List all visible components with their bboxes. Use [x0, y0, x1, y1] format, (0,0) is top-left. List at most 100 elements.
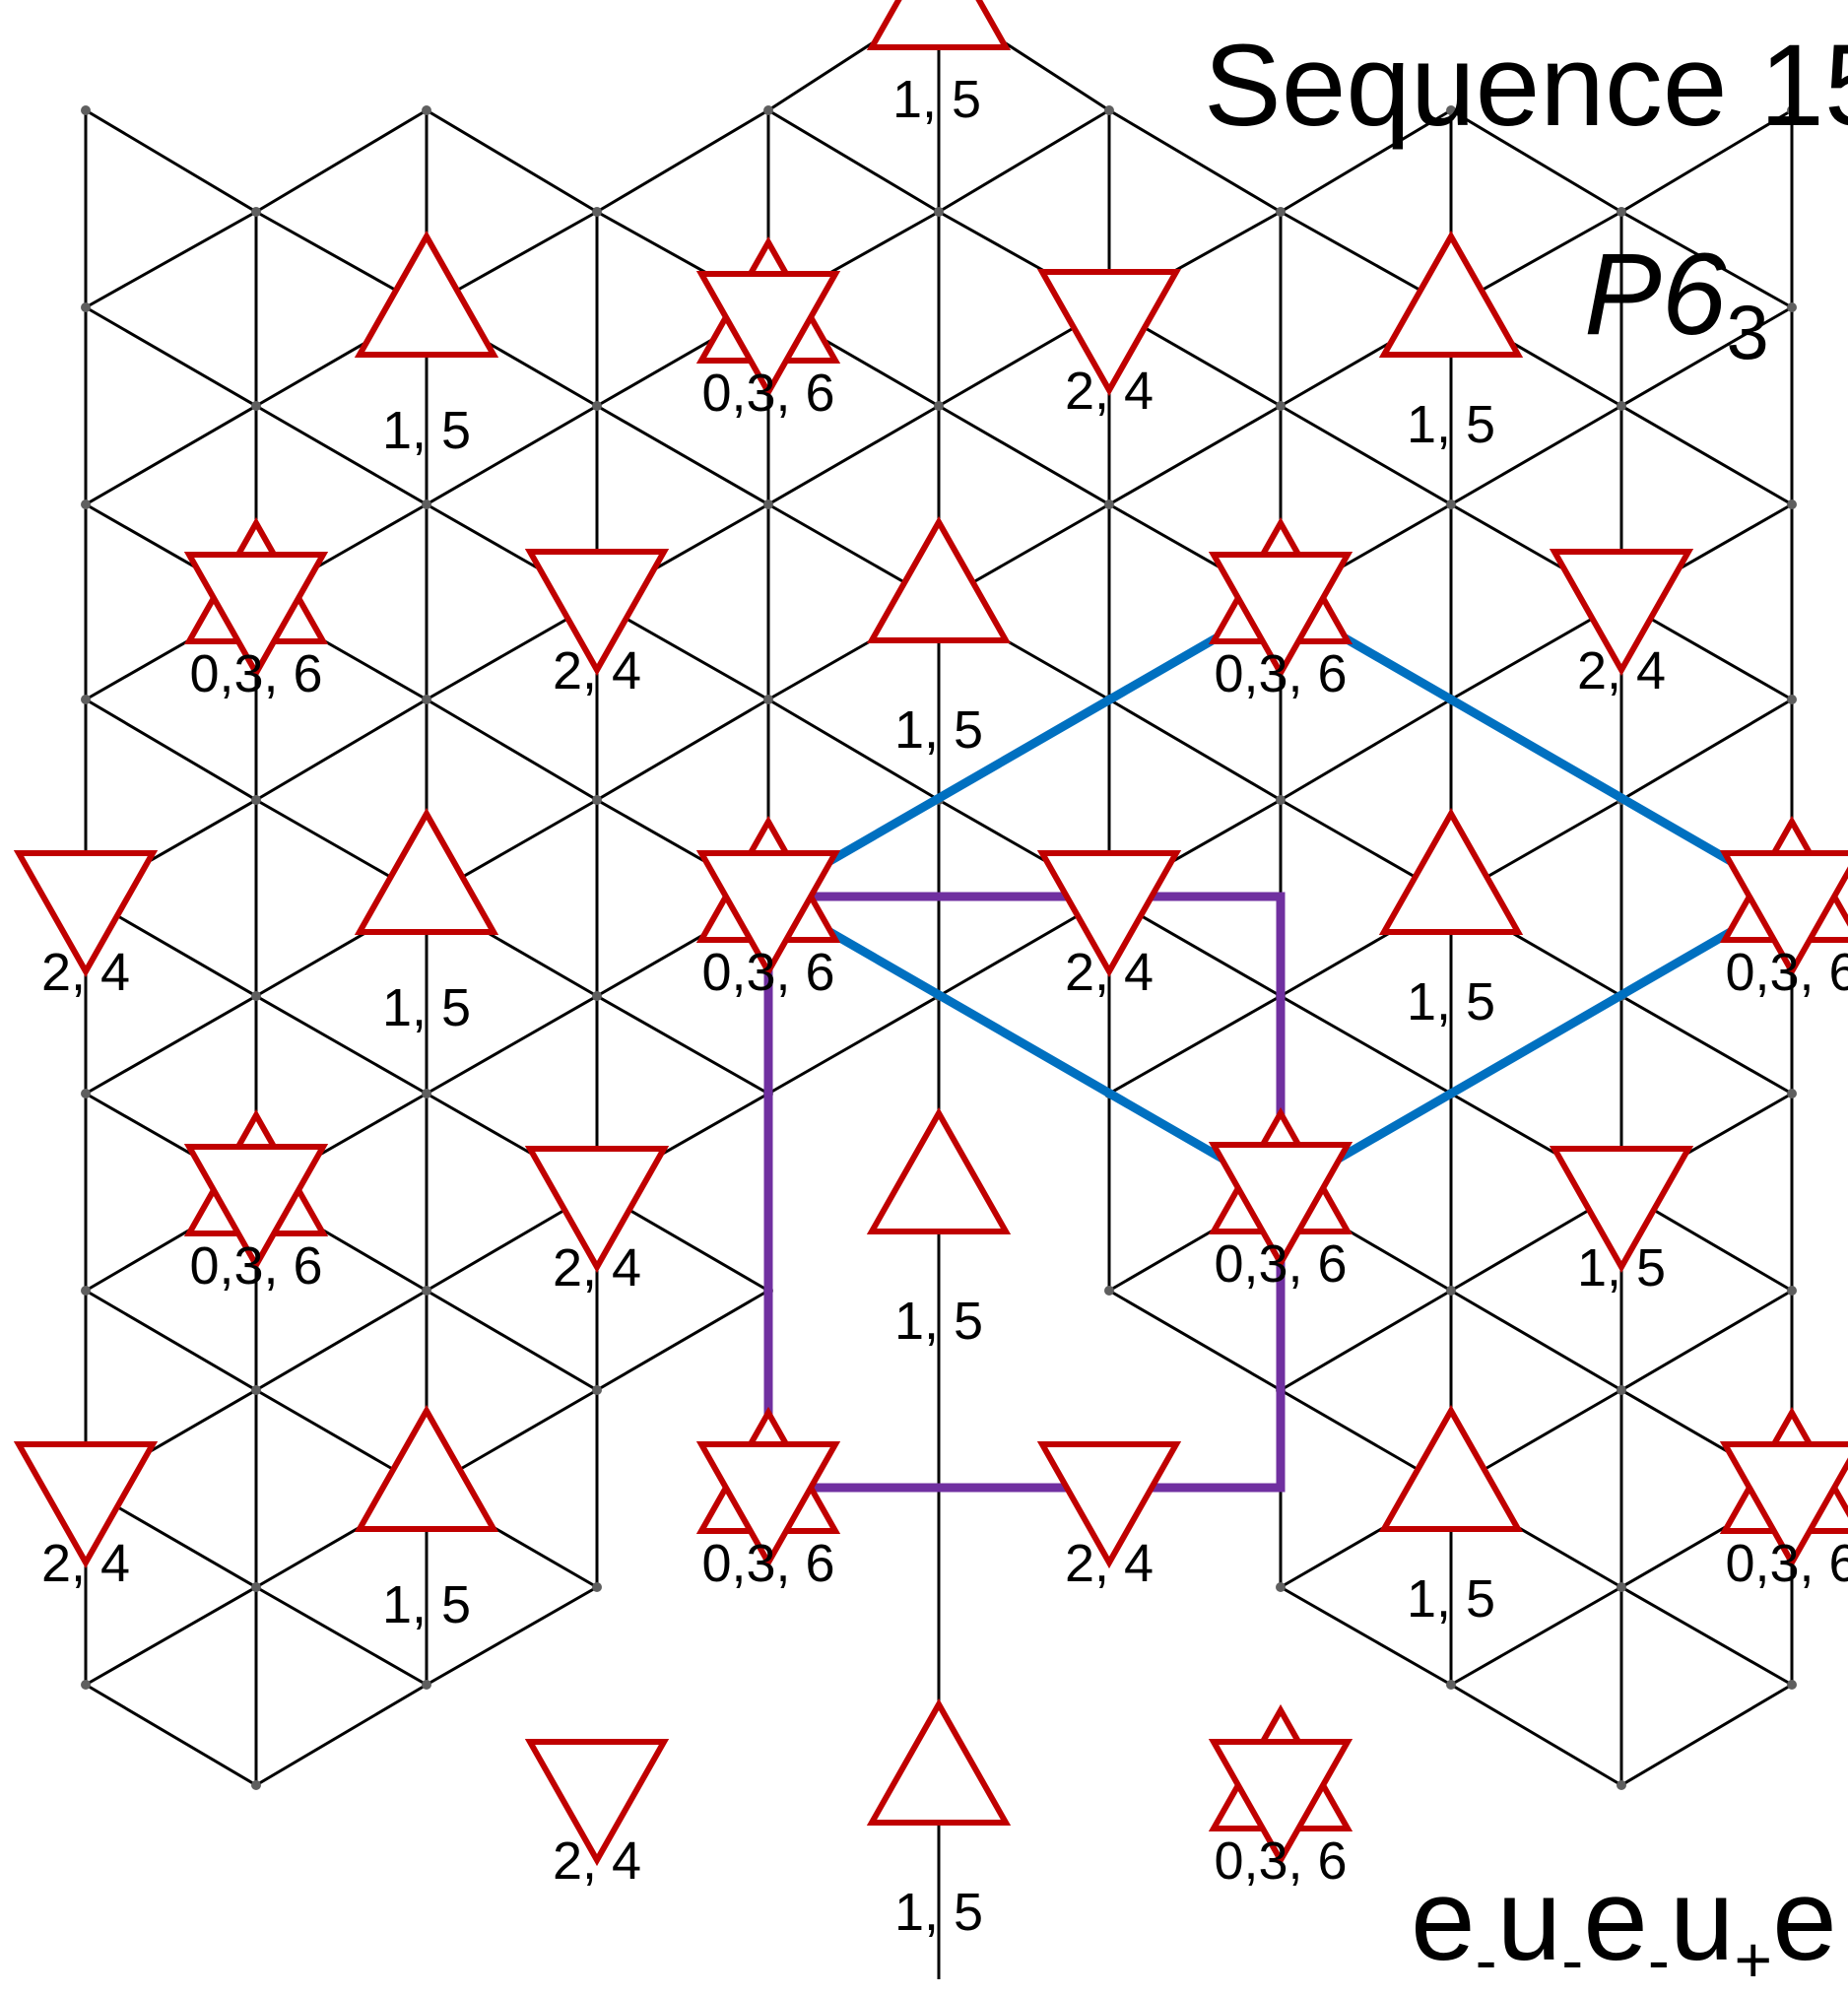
lattice-diagonal-line	[84, 994, 258, 1096]
lattice-diagonal-line	[1449, 1289, 1623, 1392]
down-triangle	[13, 850, 159, 978]
lattice-diagonal-line	[1619, 1683, 1794, 1787]
lattice-diagonal-line	[1107, 108, 1283, 214]
site-label: 1, 5	[1577, 1238, 1666, 1297]
lattice-diagonal-line	[425, 1289, 599, 1392]
lattice-node	[422, 1089, 431, 1098]
lattice-node	[422, 1286, 431, 1296]
lattice-node	[763, 695, 773, 704]
lattice-diagonal-line	[84, 1683, 258, 1787]
lattice-node	[422, 499, 431, 509]
lattice-diagonal-line	[937, 404, 1111, 506]
lattice-diagonal-line	[1619, 305, 1794, 408]
sequence-notation: e-u-e-u+e	[1411, 1862, 1837, 1992]
lattice-node	[251, 991, 261, 1001]
lattice-diagonal-line	[254, 108, 429, 214]
lattice-node	[81, 695, 91, 704]
site-label: 1, 5	[894, 1883, 983, 1942]
up-triangle	[866, 1697, 1012, 1826]
lattice-node	[1276, 1582, 1286, 1592]
lattice-node	[1104, 499, 1114, 509]
site-label: 0,3, 6	[189, 644, 322, 703]
site-up-triangle	[354, 1404, 499, 1532]
up-triangle	[354, 1404, 499, 1532]
site-label: 1, 5	[894, 1292, 983, 1351]
site-label: 1, 5	[382, 1575, 471, 1634]
site-star-triangle	[695, 235, 841, 399]
lattice-node	[592, 1385, 602, 1395]
site-label: 1, 5	[382, 978, 471, 1037]
lattice-node	[81, 302, 91, 312]
sequence-subscript: +	[1734, 1923, 1773, 1996]
lattice-node	[1276, 207, 1286, 217]
site-star-triangle	[183, 516, 329, 680]
up-triangle	[866, 0, 1012, 50]
site-down-triangle	[524, 549, 670, 677]
up-triangle	[354, 230, 499, 358]
sequence-subscript: -	[1561, 1923, 1584, 1996]
lattice-node	[1787, 499, 1797, 509]
site-down-triangle	[1036, 1441, 1182, 1569]
lattice-node	[251, 795, 261, 805]
site-up-triangle	[1378, 1404, 1524, 1532]
lattice-node	[592, 991, 602, 1001]
lattice-node	[422, 695, 431, 704]
site-label: 1, 5	[894, 700, 983, 760]
down-triangle	[1549, 549, 1694, 677]
lattice-diagonal-line	[1279, 1585, 1453, 1687]
site-down-triangle	[13, 850, 159, 978]
down-triangle	[1036, 850, 1182, 978]
lattice-node	[1446, 499, 1456, 509]
star-down-triangle	[695, 271, 841, 399]
lattice-diagonal-line	[1619, 994, 1794, 1096]
sequence-symbol: e	[1583, 1855, 1648, 1985]
lattice-diagonal-line	[254, 1289, 429, 1392]
lattice-diagonal-line	[1279, 108, 1453, 214]
up-triangle	[1378, 807, 1524, 935]
lattice-diagonal-line	[425, 108, 599, 214]
lattice-node	[592, 1582, 602, 1592]
lattice-node	[1617, 207, 1626, 217]
lattice-node	[1617, 1780, 1626, 1790]
site-star-triangle	[1719, 815, 1848, 978]
lattice-node	[934, 401, 944, 411]
lattice-node	[1787, 1089, 1797, 1098]
symmetry-sites	[13, 0, 1848, 1867]
lattice-diagonal-line	[595, 994, 770, 1096]
site-label: 2, 4	[41, 1534, 130, 1593]
down-triangle	[524, 549, 670, 677]
lattice-diagonal-line	[84, 1585, 258, 1687]
lattice-diagonal-line	[1619, 698, 1794, 802]
site-star-triangle	[695, 815, 841, 978]
lattice-diagonal-line	[595, 108, 770, 214]
site-label: 1, 5	[382, 401, 471, 460]
lattice-node	[1276, 795, 1286, 805]
site-label: 1, 5	[1407, 395, 1495, 454]
lattice-node	[1787, 302, 1797, 312]
site-star-triangle	[1208, 516, 1353, 680]
lattice-node	[251, 401, 261, 411]
lattice-node	[1787, 695, 1797, 704]
star-down-triangle	[695, 1441, 841, 1569]
lattice-diagonal-line	[425, 1585, 599, 1687]
site-down-triangle	[1036, 850, 1182, 978]
star-down-triangle	[183, 552, 329, 680]
lattice-diagonal-line	[766, 108, 941, 214]
lattice-diagonal-line	[84, 108, 258, 214]
site-up-triangle	[1378, 230, 1524, 358]
lattice-node	[1446, 1680, 1456, 1690]
lattice-diagonal-line	[766, 994, 941, 1096]
lattice-node	[81, 105, 91, 115]
site-label: 2, 4	[1065, 362, 1154, 421]
lattice-diagonal-line	[595, 1289, 770, 1392]
site-label: 1, 5	[1407, 1569, 1495, 1629]
lattice-node	[592, 207, 602, 217]
site-label: 2, 4	[553, 641, 641, 700]
star-down-triangle	[1719, 1441, 1848, 1569]
lattice-diagonal-line	[1449, 404, 1623, 506]
star-down-triangle	[1719, 850, 1848, 978]
down-triangle	[13, 1441, 159, 1569]
lattice-diagonal-line	[254, 1585, 429, 1687]
lattice-node	[422, 1680, 431, 1690]
lattice-node	[251, 1385, 261, 1395]
